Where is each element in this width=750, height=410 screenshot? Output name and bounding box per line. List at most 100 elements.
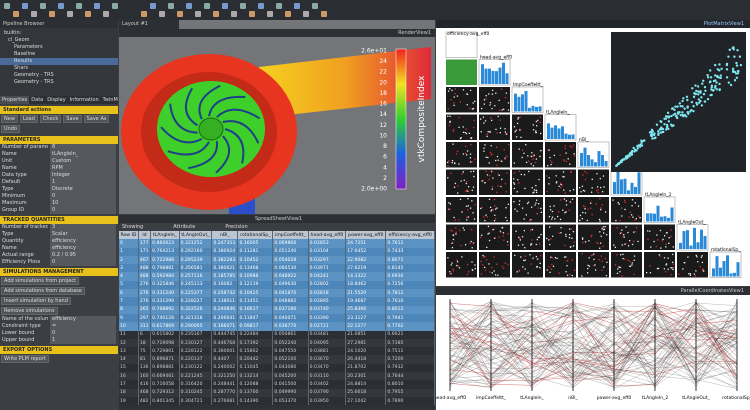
toolbar-icon[interactable] — [249, 11, 255, 17]
toolbar-icon[interactable] — [231, 11, 237, 17]
tab[interactable]: Properties — [0, 96, 30, 104]
toolbar-icon[interactable] — [13, 11, 19, 17]
tree-item[interactable]: builtin: — [4, 30, 22, 36]
table-row[interactable]: 14 81 0.896871 0.220137 0.4407 0.20442 0.05210… — [119, 355, 435, 364]
table-row[interactable]: 1 171 0.764213 0.292160 0.380924 0.11281 0.051… — [119, 247, 435, 256]
field-value[interactable]: = — [50, 323, 116, 330]
layout-tab[interactable]: Layout #1 — [119, 20, 179, 29]
button[interactable]: Save As — [83, 115, 110, 123]
toolbar-icon[interactable] — [58, 3, 64, 9]
toolbar-icon[interactable] — [204, 3, 210, 9]
toolbar-icon[interactable] — [258, 3, 264, 9]
table-row[interactable]: 0 177 0.860623 0.331252 0.247353 0.16005 0.069… — [119, 239, 435, 248]
table-row[interactable]: 8 265 0.768892 0.322526 0.240846 0.16617 0.037… — [119, 305, 435, 314]
toolbar-icon[interactable] — [186, 3, 192, 9]
field-value[interactable]: Scalar — [50, 231, 116, 238]
toolbar-icon[interactable] — [168, 3, 174, 9]
column-header[interactable]: nBl_ — [211, 231, 239, 240]
table-row[interactable]: 6 276 0.331240 0.225377 0.258742 0.10425 0.041… — [119, 289, 435, 298]
field-value[interactable]: Discrete — [50, 186, 116, 193]
table-row[interactable]: 13 75 0.729801 0.228122 0.360601 0.15862 0.047… — [119, 347, 435, 356]
field-value[interactable]: 0 — [50, 259, 116, 266]
column-header[interactable]: efficiency-avg_eff0 — [385, 231, 435, 240]
tab[interactable]: Data — [31, 97, 44, 103]
toolbar-icon[interactable] — [76, 3, 82, 9]
table-row[interactable]: 11 6 0.615802 0.235167 0.444745 0.22484 0.0508… — [119, 330, 435, 339]
toolbar-icon[interactable] — [312, 3, 318, 9]
column-header[interactable]: power-avg_eff0 — [345, 231, 387, 240]
table-row[interactable]: 10 311 0.617869 0.290065 0.166071 0.09817 0.03… — [119, 322, 435, 331]
toolbar-icon[interactable] — [22, 3, 28, 9]
column-header[interactable]: impCoeffeltt_ — [272, 231, 309, 240]
table-row[interactable]: 3 488 0.798881 0.356581 0.380621 0.13468 0.060… — [119, 264, 435, 273]
button[interactable]: Add simulations from project — [1, 277, 80, 285]
toolbar-icon[interactable] — [67, 11, 73, 17]
section-header[interactable]: Standard actions — [0, 106, 118, 114]
toolbar-icon[interactable] — [103, 11, 109, 17]
tree-item[interactable]: Shars — [14, 65, 29, 71]
toolbar-icon[interactable] — [294, 3, 300, 9]
section-header[interactable]: EXPORT OPTIONS — [0, 346, 118, 354]
column-header[interactable]: tLAngleOut_ — [179, 231, 213, 240]
table-row[interactable]: 4 488 0.592984 0.257116 0.185785 0.10988 0.048… — [119, 272, 435, 281]
toolbar-icon[interactable] — [4, 3, 10, 9]
section-header[interactable]: TRACKED QUANTITIES — [0, 216, 118, 224]
field-value[interactable]: 0 — [50, 330, 116, 337]
toolbar-icon[interactable] — [49, 11, 55, 17]
tree-item[interactable]: Baseline — [14, 51, 36, 57]
button[interactable]: Load — [19, 115, 38, 123]
table-row[interactable]: 5 276 0.325846 0.245113 0.16082 0.12119 0.0496… — [119, 280, 435, 290]
column-header[interactable]: rotationalSp_ — [237, 231, 274, 240]
toolbar-icon[interactable] — [267, 11, 273, 17]
toolbar-icon[interactable] — [195, 11, 201, 17]
section-header[interactable]: PARAMETERS — [0, 136, 118, 144]
toolbar-icon[interactable] — [222, 3, 228, 9]
field-value[interactable]: 1 — [50, 337, 116, 344]
field-value[interactable]: efficiency — [50, 245, 116, 252]
button[interactable]: Undo — [1, 125, 21, 133]
toolbar-icon[interactable] — [150, 3, 156, 9]
section-header[interactable]: SIMULATIONS MANAGEMENT — [0, 268, 118, 276]
toolbar-icon[interactable] — [321, 11, 327, 17]
tab[interactable]: Information — [69, 97, 99, 103]
tab[interactable]: TwinMesh Inspector — [102, 97, 118, 103]
toolbar-icon[interactable] — [213, 11, 219, 17]
toolbar-icon[interactable] — [94, 3, 100, 9]
button[interactable]: Insert simulation by hand — [1, 297, 71, 305]
field-value[interactable]: RPM — [50, 165, 116, 172]
field-value[interactable]: Custom — [50, 158, 116, 165]
button[interactable]: Add simulations from database — [1, 287, 85, 295]
column-header[interactable]: id — [138, 231, 152, 240]
column-header[interactable]: head-avg_eff0 — [308, 231, 347, 240]
field-value[interactable]: Integer — [50, 172, 116, 179]
toolbar-icon[interactable] — [85, 11, 91, 17]
toolbar-icon[interactable] — [240, 3, 246, 9]
tree-item[interactable]: Geometry - TRS — [14, 79, 54, 85]
table-row[interactable]: 19 482 0.801345 0.304721 0.276681 0.14390 0.05… — [119, 396, 435, 406]
toolbar-icon[interactable] — [31, 11, 37, 17]
tree-item[interactable]: Parameters — [14, 44, 43, 50]
field-value[interactable]: 0 — [50, 207, 116, 214]
toolbar-icon[interactable] — [141, 11, 147, 17]
toolbar-icon[interactable] — [285, 11, 291, 17]
button[interactable]: Write PLM report — [1, 355, 49, 363]
button[interactable]: New — [1, 115, 18, 123]
field-value[interactable]: 10 — [50, 200, 116, 207]
tab[interactable]: Display — [47, 97, 66, 103]
column-header[interactable]: Row ID — [119, 231, 139, 240]
toolbar-icon[interactable] — [159, 11, 165, 17]
button[interactable]: Remove simulations — [1, 307, 58, 315]
field-value[interactable]: efficiency — [50, 238, 116, 245]
table-row[interactable]: 15 136 0.898881 0.230122 0.240002 0.11045 0.04… — [119, 363, 435, 373]
table-row[interactable]: 18 468 0.729312 0.310245 0.287770 0.13760 0.04… — [119, 388, 435, 397]
table-row[interactable]: 17 416 0.716058 0.316420 0.248441 0.12088 0.04… — [119, 380, 435, 389]
field-value[interactable]: 8 — [50, 144, 116, 151]
field-value[interactable]: 1 — [50, 179, 116, 186]
table-row[interactable]: 7 276 0.331299 0.228227 0.138011 0.11451 0.048… — [119, 297, 435, 306]
tree-item[interactable]: cl_Geom — [8, 37, 30, 43]
button[interactable]: Save — [63, 115, 82, 123]
toolbar-icon[interactable] — [177, 11, 183, 17]
toolbar-icon[interactable] — [40, 3, 46, 9]
table-row[interactable]: 12 18 0.719098 0.230127 0.446768 0.17392 0.052… — [119, 338, 435, 348]
toolbar-icon[interactable] — [276, 3, 282, 9]
